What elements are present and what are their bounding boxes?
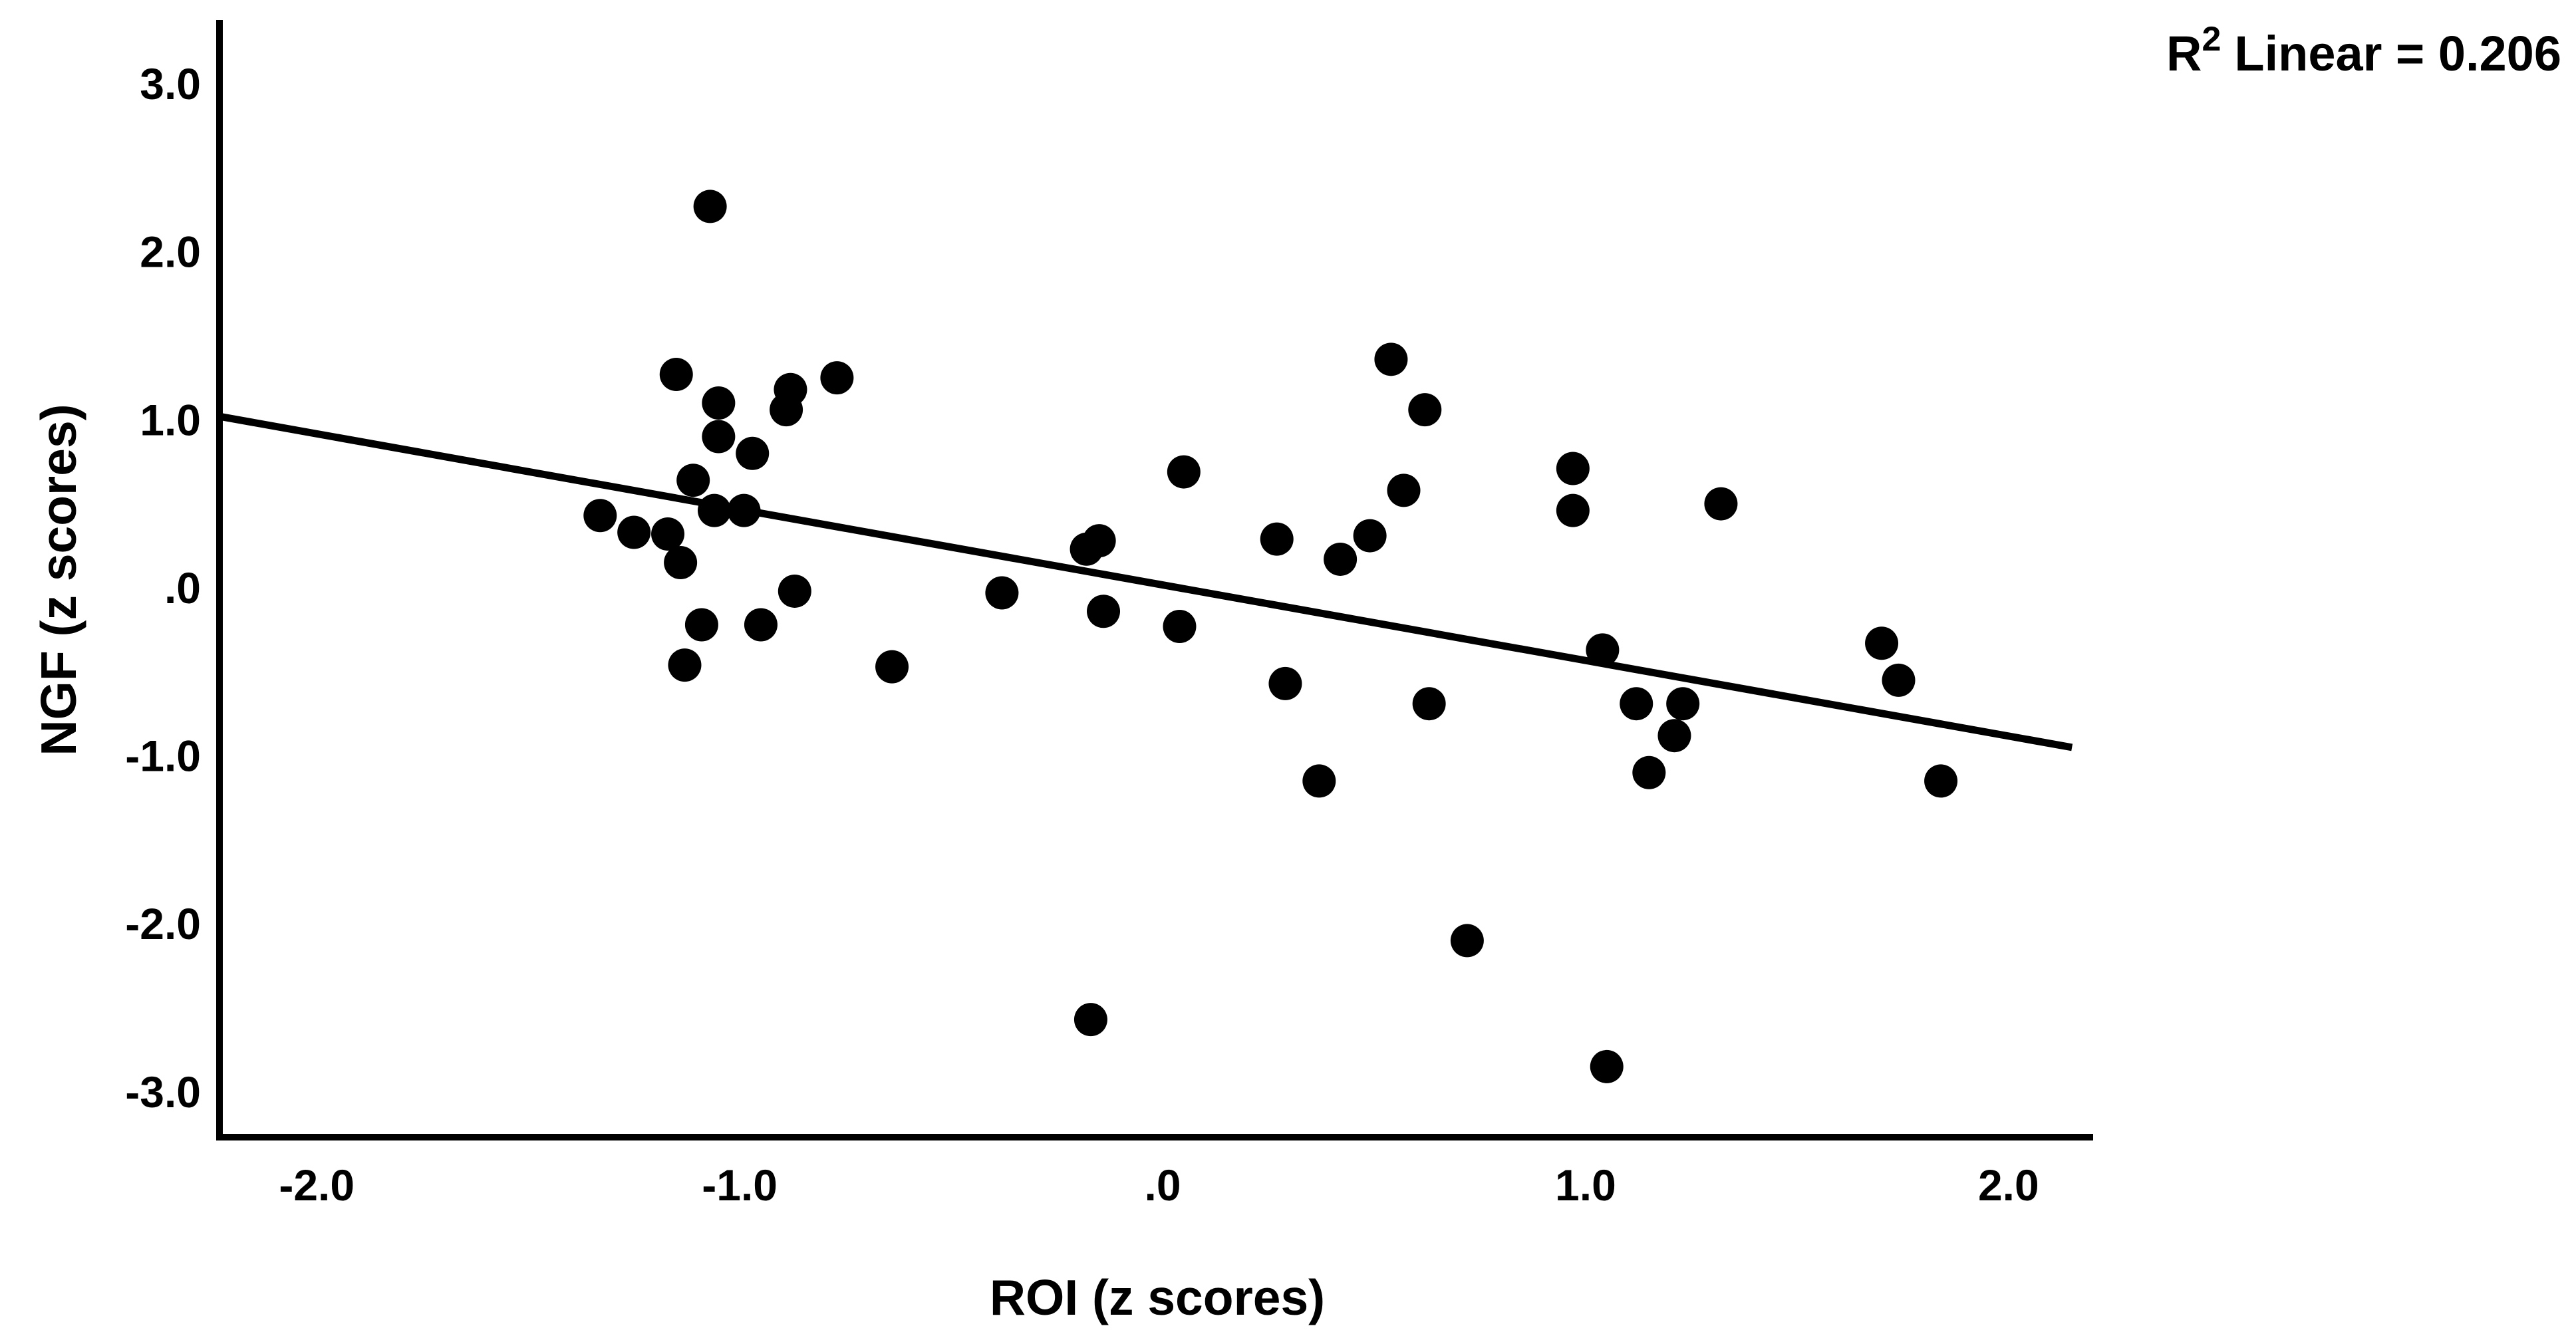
y-tick-label: -1.0 — [125, 732, 201, 781]
x-tick-label: 2.0 — [1978, 1160, 2039, 1210]
data-point — [1408, 393, 1442, 427]
data-point — [1450, 924, 1484, 958]
r2-annotation: R2 Linear = 0.206 — [2166, 20, 2561, 82]
data-point — [684, 608, 718, 642]
data-point — [697, 493, 731, 527]
data-point — [770, 393, 803, 427]
data-point — [1167, 455, 1201, 489]
data-point — [1087, 595, 1121, 628]
data-point — [1387, 473, 1421, 507]
x-tick-label: .0 — [1145, 1160, 1181, 1210]
data-point — [1590, 1049, 1624, 1083]
data-point — [1163, 610, 1197, 643]
data-point — [1268, 666, 1302, 700]
y-tick-label: 3.0 — [140, 59, 201, 108]
data-point — [1260, 522, 1294, 556]
data-point — [617, 515, 651, 549]
data-point — [1374, 342, 1408, 376]
y-axis-title: NGF (z scores) — [31, 404, 86, 756]
data-point — [1924, 764, 1958, 798]
data-point — [1412, 687, 1446, 721]
axis-frame — [216, 20, 2093, 1140]
data-point — [1657, 719, 1691, 753]
data-point — [702, 420, 736, 454]
y-tick-label: -3.0 — [125, 1067, 201, 1117]
x-tick-label: -1.0 — [702, 1160, 778, 1210]
x-axis-title: ROI (z scores) — [989, 1270, 1326, 1325]
data-point — [1302, 764, 1336, 798]
data-point — [1324, 542, 1358, 576]
data-point — [659, 358, 693, 392]
data-point — [668, 648, 702, 682]
data-point — [820, 361, 854, 395]
y-tick-label: 2.0 — [140, 227, 201, 277]
data-point — [664, 546, 698, 579]
y-tick-label: .0 — [164, 563, 201, 612]
data-point — [1353, 519, 1387, 553]
data-point — [702, 386, 736, 420]
regression-line — [219, 412, 2073, 751]
data-point — [1620, 687, 1653, 721]
data-point — [1865, 626, 1899, 660]
data-point — [1882, 663, 1916, 697]
data-point — [1666, 687, 1700, 721]
data-point — [651, 517, 685, 551]
data-point — [1556, 452, 1590, 485]
x-tick-label: 1.0 — [1555, 1160, 1616, 1210]
r2-annotation-r: R — [2166, 26, 2202, 81]
y-tick-label: -2.0 — [125, 899, 201, 948]
data-point — [727, 493, 761, 527]
data-point — [875, 650, 909, 684]
data-point — [744, 608, 778, 642]
data-point — [1632, 755, 1666, 789]
data-point — [778, 574, 811, 608]
y-tick-label: 1.0 — [140, 395, 201, 444]
r2-annotation-exponent: 2 — [2202, 20, 2221, 59]
data-point — [736, 436, 770, 470]
r2-annotation-text: Linear = 0.206 — [2234, 26, 2561, 81]
data-point — [1556, 493, 1590, 527]
data-point — [1082, 524, 1116, 558]
data-point — [985, 576, 1019, 610]
x-tick-label: -2.0 — [279, 1160, 355, 1210]
data-point — [583, 499, 617, 533]
data-point — [1586, 633, 1620, 667]
data-point — [693, 190, 727, 223]
data-point — [1704, 487, 1738, 521]
data-point — [676, 464, 710, 497]
data-point — [1073, 1003, 1107, 1037]
